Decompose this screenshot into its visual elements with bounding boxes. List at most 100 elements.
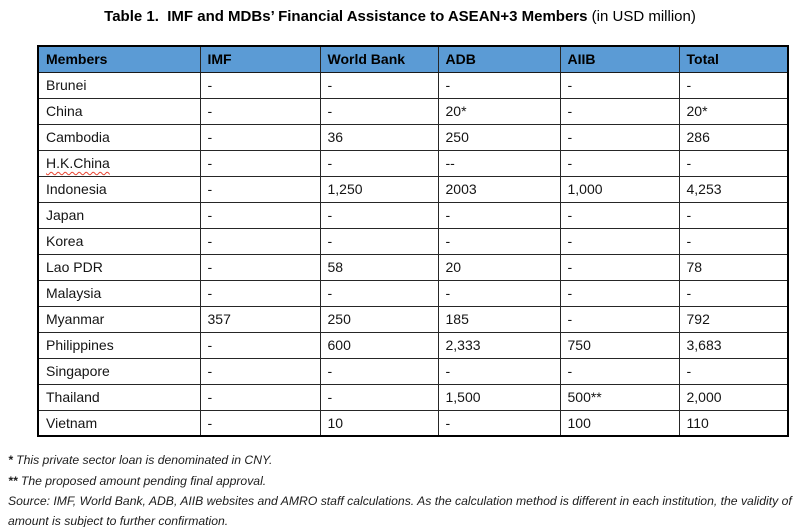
member-cell: Indonesia [37,175,201,203]
table-row: Malaysia - - - - - [37,279,789,307]
member-name: Indonesia [46,181,107,197]
value-cell: - [319,97,439,125]
value-cell: 78 [678,253,789,281]
column-header-total: Total [678,45,789,73]
value-cell: - [319,149,439,177]
value-cell: 500** [559,383,680,411]
value-cell: 20 [437,253,561,281]
header-row: Members IMF World Bank ADB AIIB Total [37,45,789,73]
member-cell: Philippines [37,331,201,359]
value-cell: - [199,357,321,385]
footnote-text: This private sector loan is denominated … [12,453,273,467]
value-cell: - [678,227,789,255]
table-row: Japan - - - - - [37,201,789,229]
value-cell: - [678,149,789,177]
column-header-world-bank: World Bank [319,45,439,73]
value-cell: - [319,357,439,385]
table-row: Indonesia -1,250 2003 1,000 4,253 [37,175,789,203]
table-title: Table 1. IMF and MDBs’ Financial Assista… [0,8,800,25]
value-cell: - [559,97,680,125]
table-row: Korea - - - - - [37,227,789,255]
value-cell: - [437,357,561,385]
table-row: Lao PDR -58 20-78 [37,253,789,281]
value-cell: 10 [319,409,439,437]
assistance-table: Members IMF World Bank ADB AIIB Total Br… [37,45,789,437]
table-row: Brunei - - - - - [37,71,789,99]
table-title-unit: (in USD million) [587,8,696,25]
value-cell: 20* [437,97,561,125]
value-cell: - [559,279,680,307]
table-title-main: Table 1. IMF and MDBs’ Financial Assista… [104,8,588,25]
member-cell: Brunei [37,71,201,99]
value-cell: - [319,227,439,255]
member-cell: Vietnam [37,409,201,437]
value-cell: - [559,305,680,333]
table-row: Philippines -600 2,333 750 3,683 [37,331,789,359]
member-cell: Malaysia [37,279,201,307]
value-cell: 2003 [437,175,561,203]
value-cell: - [319,201,439,229]
value-cell: 250 [319,305,439,333]
value-cell: 250 [437,123,561,151]
value-cell: - [199,279,321,307]
value-cell: 600 [319,331,439,359]
member-name: Japan [46,207,85,223]
member-name: H.K.China [46,155,110,171]
value-cell: - [199,175,321,203]
footnote-asterisk: * This private sector loan is denominate… [8,450,794,470]
value-cell: - [559,357,680,385]
value-cell: - [319,71,439,99]
footnote-marker: * [8,453,13,467]
table-row: H.K.China - - -- - - [37,149,789,177]
member-name: Vietnam [46,414,98,431]
member-cell: Korea [37,227,201,255]
footnote-double-asterisk: ** The proposed amount pending final app… [8,471,794,491]
member-name: Malaysia [46,285,102,301]
member-cell: Thailand [37,383,201,411]
member-cell: China [37,97,201,125]
value-cell: - [559,253,680,281]
value-cell: - [199,253,321,281]
value-cell: - [437,71,561,99]
value-cell: 36 [319,123,439,151]
member-name: Singapore [46,363,110,379]
value-cell: 1,000 [559,175,680,203]
value-cell: - [559,149,680,177]
member-name: Philippines [46,337,114,353]
value-cell: - [199,97,321,125]
value-cell: 2,000 [678,383,789,411]
value-cell: 286 [678,123,789,151]
value-cell: 20* [678,97,789,125]
member-cell: Cambodia [37,123,201,151]
value-cell: - [678,201,789,229]
value-cell: - [678,357,789,385]
value-cell: - [559,227,680,255]
footnote-text: Source: IMF, World Bank, ADB, AIIB websi… [8,494,792,527]
member-name: Myanmar [46,311,105,327]
member-name: Lao PDR [46,259,103,275]
value-cell: - [199,149,321,177]
member-name: China [46,103,83,119]
member-cell: H.K.China [37,149,201,177]
value-cell: - [199,409,321,437]
value-cell: - [199,383,321,411]
value-cell: - [437,279,561,307]
value-cell: - [199,201,321,229]
member-name: Brunei [46,77,87,93]
value-cell: 3,683 [678,331,789,359]
member-cell: Lao PDR [37,253,201,281]
table-row: Myanmar 357 250 185-792 [37,305,789,333]
member-cell: Japan [37,201,201,229]
value-cell: - [678,71,789,99]
column-header-imf: IMF [199,45,321,73]
footnote-source: Source: IMF, World Bank, ADB, AIIB websi… [8,492,794,527]
column-header-members: Members [37,45,201,73]
value-cell: 110 [678,409,789,437]
value-cell: - [319,383,439,411]
value-cell: 357 [199,305,321,333]
value-cell: 1,500 [437,383,561,411]
member-name: Thailand [46,389,100,405]
column-header-aiib: AIIB [559,45,680,73]
table-row: Cambodia -36 250-286 [37,123,789,151]
